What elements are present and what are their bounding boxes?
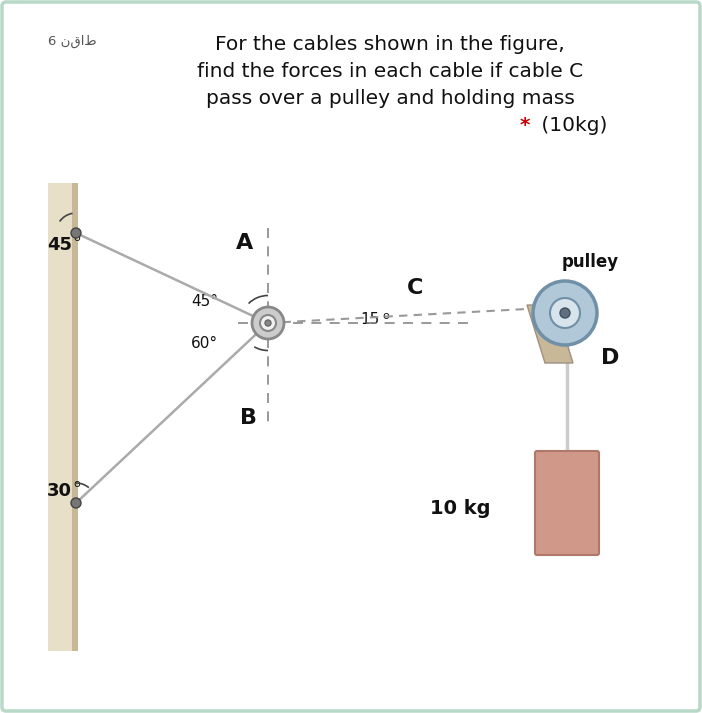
Text: (10kg): (10kg) [535,116,607,135]
Circle shape [260,315,276,331]
Text: 45°: 45° [191,294,218,309]
Text: *: * [519,116,530,135]
Text: 10 kg: 10 kg [430,498,490,518]
Text: o: o [73,233,80,243]
Text: D: D [601,348,619,368]
Text: C: C [407,278,423,298]
Circle shape [71,228,81,238]
Text: o: o [382,311,389,321]
Bar [50,183,78,651]
Text: 45: 45 [47,236,72,254]
Polygon shape [527,305,573,363]
Text: 15: 15 [360,312,379,327]
Text: pulley: pulley [562,253,618,271]
Text: o: o [73,479,80,489]
Circle shape [550,298,580,328]
Circle shape [560,308,570,318]
Circle shape [252,307,284,339]
Circle shape [71,498,81,508]
Text: A: A [237,233,253,253]
Text: B: B [239,408,256,428]
Text: 6 نقاط: 6 نقاط [48,35,97,48]
Text: pass over a pulley and holding mass: pass over a pulley and holding mass [206,89,574,108]
Text: find the forces in each cable if cable C: find the forces in each cable if cable C [197,62,583,81]
Text: 30: 30 [47,482,72,500]
Text: For the cables shown in the figure,: For the cables shown in the figure, [215,35,565,54]
Circle shape [265,320,271,326]
FancyBboxPatch shape [535,451,599,555]
Bar [48,183,72,651]
Circle shape [533,281,597,345]
Text: 60°: 60° [191,336,218,351]
